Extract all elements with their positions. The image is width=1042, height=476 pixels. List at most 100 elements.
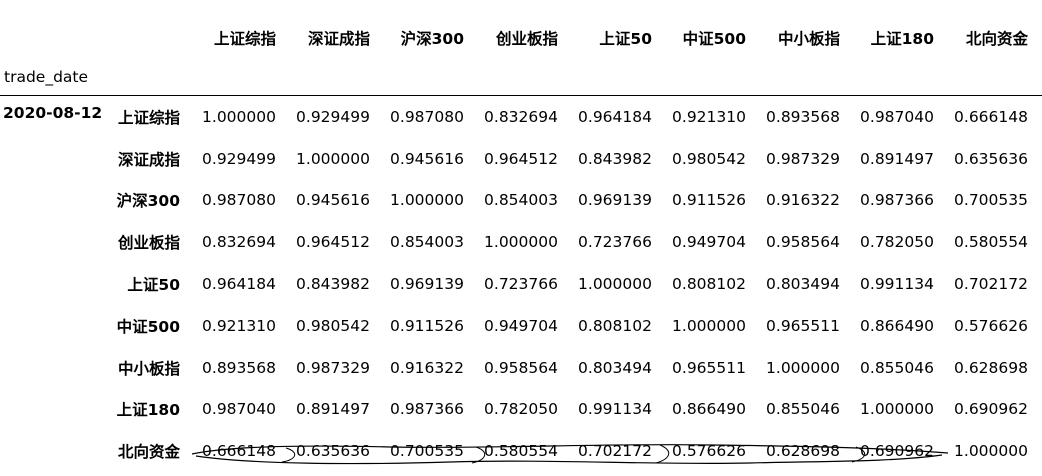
table-cell: 0.782050 (860, 233, 934, 252)
row-label: 中证500 (116, 317, 180, 336)
table-cell: 0.921310 (202, 316, 276, 335)
header-spacer (104, 18, 190, 58)
table-cell: 0.911526 (672, 191, 746, 210)
column-header: 中证500 (682, 30, 746, 48)
table-cell: 0.723766 (578, 233, 652, 252)
table-cell: 0.854003 (390, 233, 464, 252)
table-cell: 0.891497 (860, 149, 934, 168)
header-spacer (190, 58, 1036, 96)
table-cell: 0.854003 (484, 191, 558, 210)
table-cell: 0.808102 (578, 316, 652, 335)
table-cell: 0.843982 (578, 149, 652, 168)
table-cell: 0.690962 (860, 442, 934, 461)
table-cell: 0.964512 (296, 233, 370, 252)
table-cell: 0.866490 (672, 400, 746, 419)
table-cell: 0.929499 (296, 107, 370, 126)
table-cell: 0.987040 (202, 400, 276, 419)
row-label: 上证180 (116, 401, 180, 420)
table-cell: 0.987366 (860, 191, 934, 210)
table-cell: 0.980542 (672, 149, 746, 168)
table-cell: 0.723766 (484, 275, 558, 294)
table-cell: 1.000000 (672, 316, 746, 335)
table-cell: 0.580554 (954, 233, 1028, 252)
table-cell: 0.916322 (390, 358, 464, 377)
column-header: 创业板指 (495, 30, 558, 48)
table-cell: 0.964184 (578, 107, 652, 126)
table-cell: 0.987080 (390, 107, 464, 126)
table-row: 2020-08-12 上证综指 1.000000 0.929499 0.987080 0.… (0, 96, 1036, 138)
table-cell: 0.803494 (578, 358, 652, 377)
table-cell: 0.580554 (484, 442, 558, 461)
table-cell: 0.666148 (202, 442, 276, 461)
table-cell: 0.855046 (766, 400, 840, 419)
table-cell: 0.702172 (954, 275, 1028, 294)
table-cell: 0.991134 (860, 275, 934, 294)
row-label: 上证综指 (117, 108, 180, 127)
table-cell: 0.921310 (672, 107, 746, 126)
table-cell: 0.832694 (484, 107, 558, 126)
table-cell: 0.911526 (390, 316, 464, 335)
table-cell: 0.965511 (672, 358, 746, 377)
table-cell: 0.964184 (202, 275, 276, 294)
table-row: 上证50 0.964184 0.843982 0.969139 0.723766 1.00… (0, 263, 1036, 305)
table-cell: 0.987329 (766, 149, 840, 168)
table-cell: 1.000000 (390, 191, 464, 210)
table-cell: 0.965511 (766, 316, 840, 335)
table-cell: 0.945616 (296, 191, 370, 210)
table-cell: 0.945616 (390, 149, 464, 168)
row-label: 中小板指 (117, 359, 180, 378)
row-label: 上证50 (127, 276, 180, 295)
table-cell: 0.893568 (202, 358, 276, 377)
table-cell: 1.000000 (578, 275, 652, 294)
table-cell: 0.891497 (296, 400, 370, 419)
table-cell: 0.958564 (484, 358, 558, 377)
table-cell: 1.000000 (296, 149, 370, 168)
row-label: 沪深300 (116, 192, 180, 211)
table-cell: 0.987366 (390, 400, 464, 419)
table-cell: 0.893568 (766, 107, 840, 126)
table-row: 中证500 0.921310 0.980542 0.911526 0.949704 0.8… (0, 305, 1036, 347)
table-cell: 0.782050 (484, 400, 558, 419)
header-spacer (0, 18, 104, 58)
table-cell: 0.700535 (954, 191, 1028, 210)
column-header: 北向资金 (965, 30, 1028, 48)
table-cell: 0.666148 (954, 107, 1028, 126)
table-cell: 0.803494 (766, 275, 840, 294)
row-label: 创业板指 (117, 234, 180, 253)
table-cell: 1.000000 (954, 442, 1028, 461)
table-cell: 0.980542 (296, 316, 370, 335)
table-row: 中小板指 0.893568 0.987329 0.916322 0.958564 0.80… (0, 347, 1036, 389)
table-row: 上证180 0.987040 0.891497 0.987366 0.782050 0.9… (0, 389, 1036, 431)
table-cell: 1.000000 (484, 233, 558, 252)
table-cell: 0.808102 (672, 275, 746, 294)
column-header-row: 上证综指 深证成指 沪深300 创业板指 上证50 中证500 中小板指 上证180 北向资金 (0, 18, 1036, 58)
table-cell: 0.700535 (390, 442, 464, 461)
table-cell: 0.929499 (202, 149, 276, 168)
column-header: 上证50 (599, 30, 652, 48)
table-cell: 0.987329 (296, 358, 370, 377)
column-header: 深证成指 (307, 30, 370, 48)
table-cell: 0.964512 (484, 149, 558, 168)
table-cell: 0.991134 (578, 400, 652, 419)
column-header: 上证180 (870, 30, 934, 48)
table-cell: 0.843982 (296, 275, 370, 294)
table-row: 沪深300 0.987080 0.945616 1.000000 0.854003 0.9… (0, 180, 1036, 222)
table-cell: 1.000000 (766, 358, 840, 377)
table-body: 2020-08-12 上证综指 1.000000 0.929499 0.987080 0.… (0, 96, 1036, 472)
table-cell: 0.969139 (578, 191, 652, 210)
table-cell: 0.628698 (766, 442, 840, 461)
column-header: 中小板指 (777, 30, 840, 48)
correlation-table: 上证综指 深证成指 沪深300 创业板指 上证50 中证500 中小板指 上证180 北向资金 … (0, 18, 1036, 472)
column-header: 上证综指 (213, 30, 276, 48)
table-cell: 0.635636 (296, 442, 370, 461)
table-cell: 0.635636 (954, 149, 1028, 168)
table-cell: 0.855046 (860, 358, 934, 377)
table-cell: 0.969139 (390, 275, 464, 294)
table-cell: 0.628698 (954, 358, 1028, 377)
table-cell: 0.576626 (672, 442, 746, 461)
table-cell: 1.000000 (202, 107, 276, 126)
table-row: 北向资金 0.666148 0.635636 0.700535 0.580554 0.70… (0, 430, 1036, 472)
table-cell: 0.987040 (860, 107, 934, 126)
header-divider (0, 95, 1042, 96)
table-header: 上证综指 深证成指 沪深300 创业板指 上证50 中证500 中小板指 上证180 北向资金 … (0, 18, 1036, 96)
